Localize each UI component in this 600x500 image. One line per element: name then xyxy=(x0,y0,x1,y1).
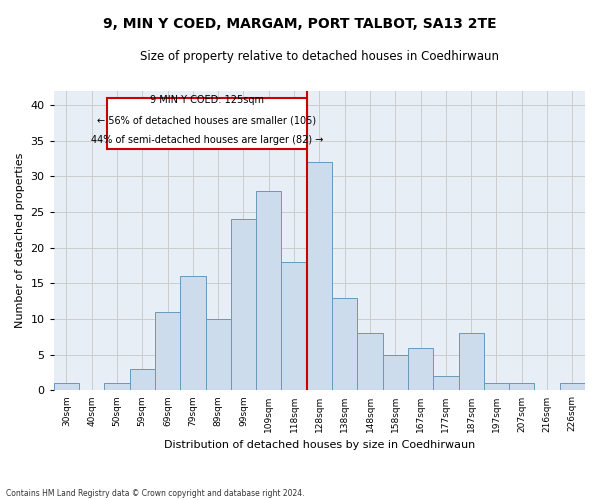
Bar xyxy=(484,384,509,390)
Y-axis label: Number of detached properties: Number of detached properties xyxy=(15,153,25,328)
Bar xyxy=(180,276,206,390)
Title: Size of property relative to detached houses in Coedhirwaun: Size of property relative to detached ho… xyxy=(140,50,499,63)
Bar xyxy=(358,334,383,390)
Bar xyxy=(433,376,458,390)
Bar xyxy=(281,262,307,390)
Bar xyxy=(256,190,281,390)
Bar xyxy=(130,369,155,390)
Bar xyxy=(54,384,79,390)
Bar xyxy=(231,219,256,390)
Bar xyxy=(104,384,130,390)
Bar xyxy=(560,384,585,390)
Text: 9 MIN Y COED: 125sqm: 9 MIN Y COED: 125sqm xyxy=(150,96,264,106)
Bar xyxy=(458,334,484,390)
Text: 44% of semi-detached houses are larger (82) →: 44% of semi-detached houses are larger (… xyxy=(91,134,323,144)
X-axis label: Distribution of detached houses by size in Coedhirwaun: Distribution of detached houses by size … xyxy=(164,440,475,450)
Bar xyxy=(332,298,358,390)
Text: ← 56% of detached houses are smaller (105): ← 56% of detached houses are smaller (10… xyxy=(97,116,316,126)
Text: 9, MIN Y COED, MARGAM, PORT TALBOT, SA13 2TE: 9, MIN Y COED, MARGAM, PORT TALBOT, SA13… xyxy=(103,18,497,32)
Bar xyxy=(155,312,180,390)
Bar xyxy=(206,319,231,390)
Bar xyxy=(307,162,332,390)
Text: Contains HM Land Registry data © Crown copyright and database right 2024.: Contains HM Land Registry data © Crown c… xyxy=(6,488,305,498)
FancyBboxPatch shape xyxy=(107,98,307,149)
Bar xyxy=(383,354,408,390)
Bar xyxy=(509,384,535,390)
Bar xyxy=(408,348,433,391)
